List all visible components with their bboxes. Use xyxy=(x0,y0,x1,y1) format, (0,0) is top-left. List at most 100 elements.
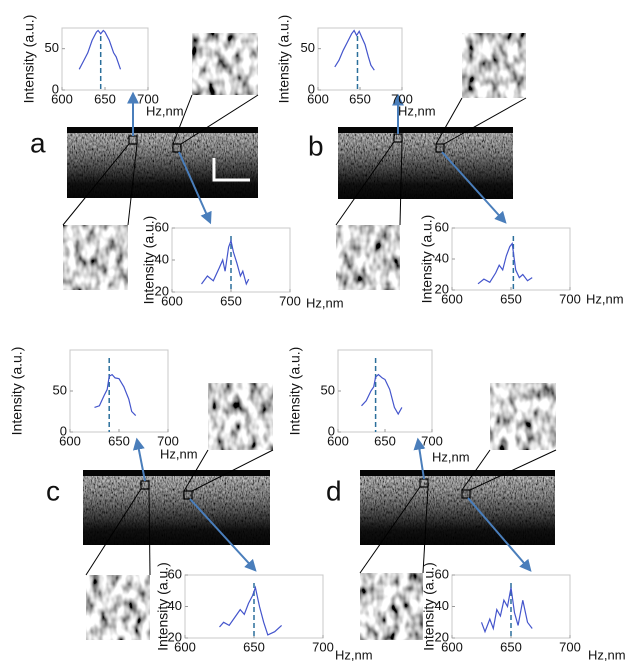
x-axis-label: Hz,nm xyxy=(160,446,198,461)
scale-bar xyxy=(212,158,250,182)
y-tick-label: 60 xyxy=(435,219,449,234)
x-axis-label: Hz,nm xyxy=(306,295,344,310)
zoom-line xyxy=(191,449,274,492)
oct-surface xyxy=(67,127,258,133)
oct-depth xyxy=(67,127,258,198)
y-axis-label: Intensity (a.u.) xyxy=(141,216,157,305)
zoom-line xyxy=(335,141,395,226)
y-tick-label: 50 xyxy=(301,40,315,55)
zoom-image-noise xyxy=(63,225,128,290)
x-tick-label: 700 xyxy=(312,639,334,654)
zoom-line xyxy=(422,486,429,574)
x-tick-label: 600 xyxy=(327,433,349,448)
x-tick-label: 650 xyxy=(374,433,396,448)
y-tick-label: 0 xyxy=(60,423,67,438)
y-tick-label: 0 xyxy=(328,423,335,438)
zoom-line xyxy=(469,449,557,491)
x-tick-label: 700 xyxy=(421,433,443,448)
x-tick-label: 600 xyxy=(161,293,183,308)
spectrum-line xyxy=(334,29,375,71)
arrow xyxy=(189,498,257,572)
x-tick-label: 700 xyxy=(559,291,581,306)
x-tick-label: 650 xyxy=(349,91,371,106)
x-axis-label: Hz,nm xyxy=(588,647,626,661)
zoom-line xyxy=(443,97,527,145)
oct-image xyxy=(338,127,513,199)
y-tick-label: 50 xyxy=(321,382,335,397)
zoom-image-noise xyxy=(336,225,400,290)
y-tick-label: 0 xyxy=(308,81,315,96)
oct-image xyxy=(83,470,270,545)
spectrum-line xyxy=(201,238,250,286)
y-tick-label: 0 xyxy=(52,81,59,96)
roi-box xyxy=(435,143,445,153)
y-tick-label: 40 xyxy=(435,250,449,265)
spectrum-line xyxy=(477,241,533,285)
oct-depth xyxy=(360,470,555,545)
zoom-image xyxy=(86,575,150,640)
x-tick-label: 600 xyxy=(441,291,463,306)
arrow xyxy=(132,437,146,482)
panel-label: a xyxy=(30,127,46,158)
spectrum-line xyxy=(480,587,533,634)
y-tick-label: 50 xyxy=(53,382,67,397)
x-tick-label: 700 xyxy=(559,639,581,654)
roi-box xyxy=(172,143,182,153)
zoom-line xyxy=(85,488,142,576)
plot-frame xyxy=(337,349,433,433)
y-axis-label: Intensity (a.u.) xyxy=(21,15,37,104)
zoom-line xyxy=(180,94,259,145)
y-tick-label: 40 xyxy=(155,251,169,266)
zoom-line xyxy=(183,449,209,492)
zoom-image-noise xyxy=(490,383,556,450)
x-axis-label: Hz,nm xyxy=(146,103,184,118)
zoom-line xyxy=(399,141,403,226)
x-tick-label: 650 xyxy=(500,639,522,654)
arrow xyxy=(441,151,507,224)
zoom-line xyxy=(359,486,421,574)
x-tick-label: 600 xyxy=(51,91,73,106)
zoom-image xyxy=(490,383,556,450)
panel-label: d xyxy=(326,475,342,506)
x-tick-label: 700 xyxy=(391,91,413,106)
oct-surface xyxy=(360,470,555,476)
x-tick-label: 650 xyxy=(220,293,242,308)
panel-label: c xyxy=(46,475,60,506)
zoom-image xyxy=(63,225,128,290)
x-tick-label: 600 xyxy=(174,639,196,654)
zoom-image xyxy=(192,33,258,95)
zoom-image-noise xyxy=(208,383,273,450)
y-tick-label: 50 xyxy=(45,40,59,55)
y-axis-label: Intensity (a.u.) xyxy=(155,562,171,651)
y-tick-label: 40 xyxy=(435,598,449,613)
x-tick-label: 700 xyxy=(157,433,179,448)
zoom-image-noise xyxy=(192,33,258,95)
spectrum-line xyxy=(94,373,137,417)
plot-frame xyxy=(69,349,169,433)
plot-frame xyxy=(61,27,149,91)
zoom-image-noise xyxy=(86,575,150,640)
y-tick-label: 20 xyxy=(155,283,169,298)
zoom-line xyxy=(62,143,130,226)
zoom-image xyxy=(360,573,423,640)
zoom-line xyxy=(435,97,463,145)
zoom-line xyxy=(127,143,138,226)
x-tick-label: 700 xyxy=(137,91,159,106)
spectrum-line xyxy=(78,29,122,70)
plot-frame xyxy=(451,227,571,291)
y-tick-label: 20 xyxy=(435,629,449,644)
y-tick-label: 40 xyxy=(168,598,182,613)
oct-surface xyxy=(83,470,270,476)
panel-label: b xyxy=(308,130,324,161)
x-tick-label: 650 xyxy=(108,433,130,448)
arrow xyxy=(178,151,212,225)
x-tick-label: 700 xyxy=(279,293,301,308)
oct-image xyxy=(360,470,555,545)
y-tick-label: 60 xyxy=(155,219,169,234)
x-tick-label: 650 xyxy=(94,91,116,106)
x-tick-label: 600 xyxy=(59,433,81,448)
roi-box xyxy=(461,489,471,499)
x-tick-label: 600 xyxy=(307,91,329,106)
y-axis-label: Intensity (a.u.) xyxy=(287,347,303,436)
